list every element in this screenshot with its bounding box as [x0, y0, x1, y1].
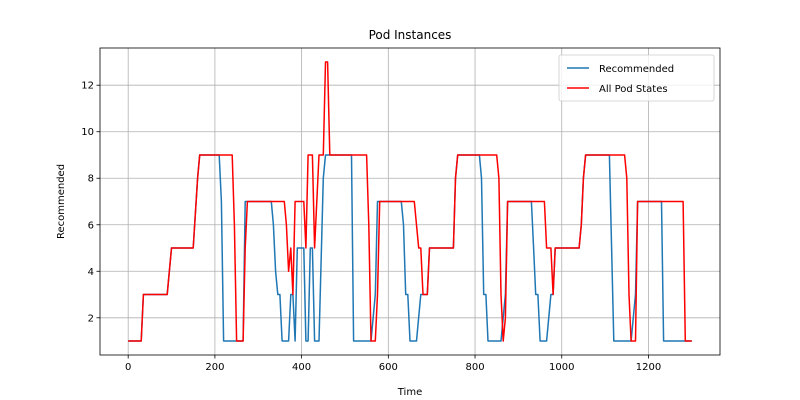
x-tick-label: 1000: [549, 362, 574, 373]
y-tick-label: 6: [88, 220, 94, 231]
x-axis-label: Time: [397, 387, 422, 398]
series-layer: [128, 61, 692, 342]
legend-label: Recommended: [599, 64, 674, 75]
y-tick-label: 12: [81, 81, 94, 92]
x-tick-label: 800: [465, 362, 484, 373]
x-tick-label: 600: [379, 362, 398, 373]
y-axis-label: Recommended: [56, 164, 67, 239]
y-tick-label: 8: [88, 174, 94, 185]
series-line-all-pod-states: [128, 61, 692, 342]
ticks: 0 200 400 600 800 1000 1200 2 4 6 8 10 12: [81, 81, 661, 373]
legend-label: All Pod States: [599, 84, 668, 95]
x-tick-label: 1200: [636, 362, 661, 373]
y-tick-label: 10: [81, 127, 94, 138]
x-tick-label: 400: [292, 362, 311, 373]
legend: Recommended All Pod States: [558, 54, 715, 102]
plot-frame: [99, 47, 721, 356]
y-tick-label: 4: [88, 267, 94, 278]
y-tick-label: 2: [88, 313, 94, 324]
x-tick-label: 200: [205, 362, 224, 373]
chart-title: Pod Instances: [369, 28, 452, 42]
x-tick-label: 0: [125, 362, 131, 373]
legend-box: [558, 54, 715, 102]
